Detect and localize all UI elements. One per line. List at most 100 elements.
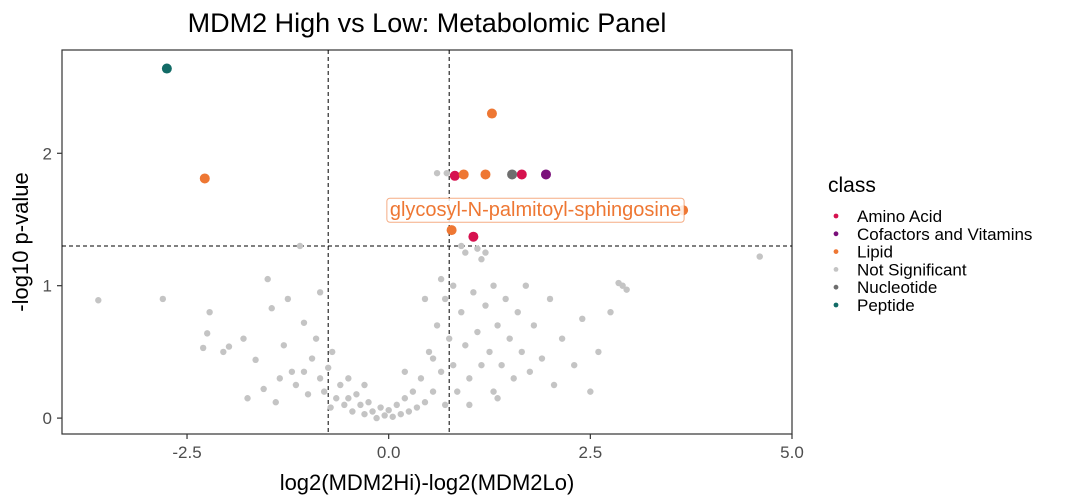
- point-not-significant-15: [280, 342, 288, 349]
- point-peptide-0: [161, 63, 172, 74]
- point-not-significant-77: [502, 295, 509, 303]
- point-amino-acid-1: [516, 169, 527, 180]
- point-not-significant-91: [587, 388, 594, 395]
- annotation-label: glycosyl-N-palmitoyl-sphingosine: [390, 199, 681, 221]
- annotation-box: [386, 197, 685, 223]
- legend-key-nucleotide: [833, 284, 839, 290]
- plot-panel: [61, 49, 793, 435]
- point-not-significant-86: [546, 295, 554, 303]
- point-not-significant-78: [506, 335, 513, 342]
- point-not-significant-55: [433, 322, 441, 329]
- point-not-significant-30: [333, 395, 340, 402]
- point-not-significant-1: [159, 295, 167, 303]
- point-not-significant-47: [401, 395, 409, 402]
- y-tick-label-2: 2: [43, 144, 52, 163]
- point-not-significant-53: [425, 348, 433, 356]
- point-not-significant-69: [478, 361, 485, 369]
- legend-key-lipid: [833, 249, 839, 255]
- point-not-significant-63: [458, 308, 465, 316]
- legend-label-not-significant: Not Significant: [857, 260, 967, 279]
- point-not-significant-28: [327, 404, 334, 411]
- point-not-significant-40: [373, 414, 380, 422]
- point-not-significant-59: [445, 335, 453, 342]
- point-not-significant-50: [413, 404, 421, 411]
- point-not-significant-79: [510, 375, 517, 382]
- point-not-significant-87: [550, 381, 558, 389]
- point-not-significant-57: [441, 295, 449, 303]
- point-not-significant-17: [288, 368, 296, 375]
- point-amino-acid-2: [468, 231, 479, 242]
- point-not-significant-32: [341, 401, 348, 409]
- point-not-significant-51: [417, 375, 425, 382]
- point-not-significant-56: [437, 368, 445, 375]
- legend-key-amino-acid: [833, 213, 839, 219]
- legend-title: class: [828, 174, 876, 197]
- point-not-significant-106: [429, 355, 437, 362]
- x-tick-label-3: 5.0: [780, 443, 804, 462]
- point-not-significant-20: [300, 319, 308, 326]
- point-not-significant-25: [316, 375, 324, 382]
- point-lipid-1: [486, 108, 497, 119]
- point-not-significant-43: [385, 406, 392, 414]
- point-not-significant-22: [308, 355, 316, 362]
- point-not-significant-12: [268, 305, 275, 312]
- legend-key-peptide: [833, 302, 839, 308]
- point-not-significant-3: [203, 330, 211, 337]
- point-not-significant-100: [458, 242, 465, 250]
- point-not-significant-66: [466, 375, 473, 382]
- legend-label-cofactors-and-vitamins: Cofactors and Vitamins: [857, 225, 1032, 244]
- point-not-significant-23: [312, 335, 320, 342]
- point-not-significant-110: [421, 295, 429, 303]
- point-not-significant-33: [345, 375, 352, 382]
- point-not-significant-14: [276, 375, 283, 382]
- point-not-significant-107: [466, 401, 473, 409]
- point-not-significant-71: [482, 302, 489, 309]
- point-not-significant-7: [240, 335, 247, 342]
- x-axis: -2.5 0.0 2.5 5.0: [172, 434, 804, 462]
- point-not-significant-60: [450, 282, 457, 289]
- point-lipid-2: [458, 169, 469, 180]
- point-not-significant-24: [316, 289, 324, 296]
- point-not-significant-0: [95, 297, 102, 304]
- point-lipid-3: [480, 169, 491, 180]
- y-axis: 0 1 2: [43, 144, 62, 428]
- point-not-significant-48: [405, 408, 413, 415]
- point-not-significant-4: [206, 308, 213, 316]
- point-lipid-0: [199, 173, 210, 184]
- point-not-significant-93: [607, 308, 614, 316]
- point-not-significant-45: [393, 401, 400, 409]
- annotation-group: glycosyl-N-palmitoyl-sphingosine: [386, 197, 685, 223]
- data-points: [95, 63, 763, 422]
- point-not-significant-95: [623, 286, 630, 293]
- point-not-significant-65: [462, 342, 469, 349]
- point-not-significant-49: [409, 388, 417, 395]
- point-not-significant-6: [225, 343, 233, 350]
- point-not-significant-111: [437, 275, 445, 283]
- point-not-significant-85: [538, 355, 546, 362]
- point-not-significant-101: [474, 245, 481, 252]
- point-not-significant-8: [244, 395, 251, 402]
- point-amino-acid-0: [449, 170, 460, 181]
- point-not-significant-105: [401, 368, 409, 375]
- point-not-significant-108: [494, 395, 501, 402]
- legend-key-cofactors-and-vitamins: [833, 231, 839, 237]
- y-axis-label: -log10 p-value: [8, 172, 33, 311]
- point-not-significant-44: [389, 413, 396, 420]
- point-not-significant-72: [486, 348, 493, 356]
- point-not-significant-5: [220, 348, 227, 356]
- legend-label-amino-acid: Amino Acid: [857, 207, 942, 226]
- point-not-significant-92: [595, 348, 602, 356]
- point-not-significant-81: [518, 348, 525, 356]
- point-not-significant-2: [199, 344, 207, 352]
- point-not-significant-31: [337, 381, 344, 389]
- point-not-significant-84: [530, 322, 538, 329]
- point-not-significant-52: [421, 399, 429, 406]
- point-not-significant-97: [756, 253, 763, 260]
- point-not-significant-16: [284, 295, 292, 303]
- point-not-significant-46: [397, 410, 404, 418]
- point-not-significant-83: [526, 368, 534, 375]
- x-tick-label-2: 2.5: [579, 443, 603, 462]
- point-not-significant-18: [292, 381, 300, 389]
